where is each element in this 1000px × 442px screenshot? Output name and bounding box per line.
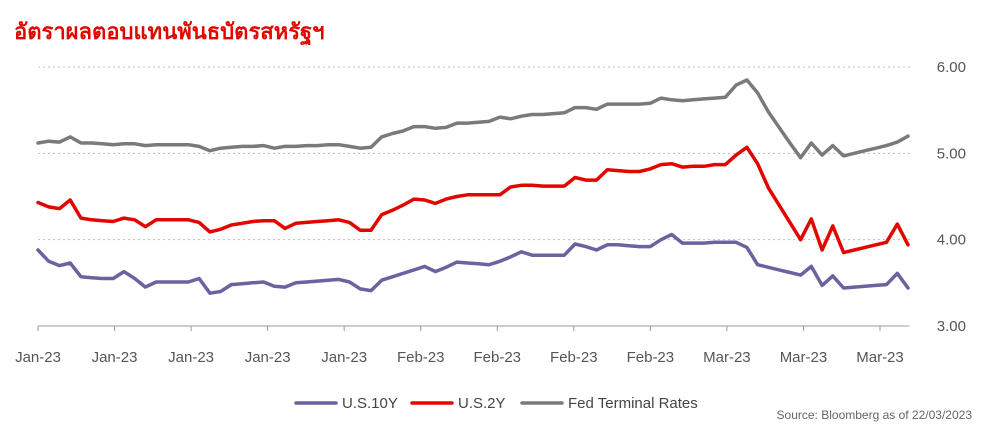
x-tick-labels: Jan-23 Jan-23 Jan-23 Jan-23 Jan-23 Feb-23 Feb-…: [15, 349, 904, 366]
x-tick-label: Jan-23: [92, 349, 138, 366]
x-tick-label: Mar-23: [703, 349, 751, 366]
legend-label: U.S.2Y: [458, 395, 506, 412]
y-tick-label: 6.00: [937, 59, 966, 76]
x-tick-label: Mar-23: [780, 349, 828, 366]
legend: U.S.10Y U.S.2Y Fed Terminal Rates: [294, 395, 698, 412]
x-tick-label: Jan-23: [15, 349, 61, 366]
x-tick-label: Jan-23: [168, 349, 214, 366]
legend-label: Fed Terminal Rates: [568, 395, 698, 412]
x-tick-label: Jan-23: [321, 349, 367, 366]
source-note: Source: Bloomberg as of 22/03/2023: [776, 408, 972, 422]
legend-label: U.S.10Y: [342, 395, 398, 412]
y-tick-label: 5.00: [937, 145, 966, 162]
x-tick-label: Mar-23: [856, 349, 904, 366]
x-tick-label: Feb-23: [550, 349, 598, 366]
x-tick-label: Feb-23: [397, 349, 445, 366]
series-line-u-s-10y: [36, 232, 910, 295]
series-lines: [36, 78, 910, 295]
x-tick-label: Jan-23: [245, 349, 291, 366]
chart-title: อัตราผลตอบแทนพันธบัตรสหรัฐฯ: [14, 20, 325, 45]
series-line-u-s-2y: [36, 145, 910, 255]
y-tick-label: 4.00: [937, 232, 966, 249]
y-tick-labels: 3.00 4.00 5.00 6.00: [937, 59, 966, 335]
series-line-fed-terminal-rates: [36, 78, 910, 160]
x-axis: [37, 325, 908, 331]
x-tick-label: Feb-23: [627, 349, 675, 366]
x-tick-label: Feb-23: [474, 349, 522, 366]
y-tick-label: 3.00: [937, 318, 966, 335]
